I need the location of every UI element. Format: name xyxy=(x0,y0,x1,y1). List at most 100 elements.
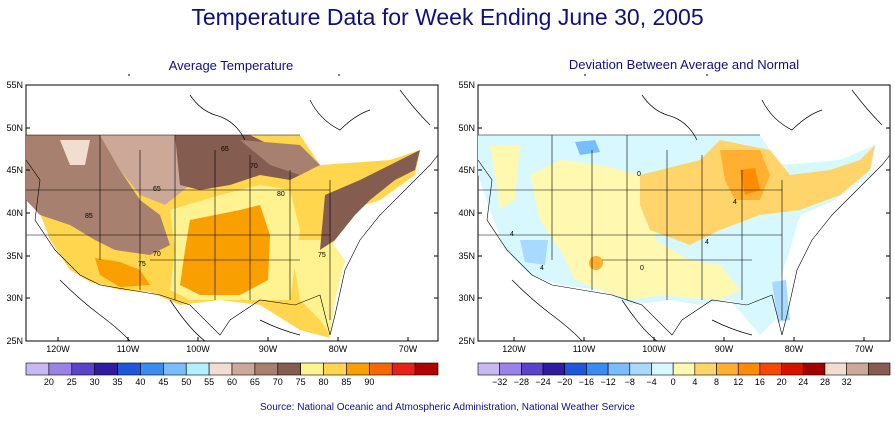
legend-swatch xyxy=(716,362,739,376)
legend-swatch xyxy=(672,362,696,376)
legend-label: 65 xyxy=(250,377,260,387)
legend-swatch xyxy=(323,362,347,376)
legend-swatch xyxy=(651,362,674,376)
region-8-to-12-arizona xyxy=(589,256,603,270)
contour-label: 85 xyxy=(85,213,93,220)
legend-average: 20 25 30 35 40 45 50 55 60 65 70 75 80 85 90 xyxy=(25,362,439,387)
deviation-map: 0 4 4 4 4 0 55N 50N 45N 40N 35N 30N 25N … xyxy=(458,74,891,387)
panel-title-deviation: Deviation Between Average and Normal xyxy=(568,57,800,72)
contour-label: 65 xyxy=(153,186,161,193)
contour-label: 4 xyxy=(540,265,544,272)
y-tick-label: 45N xyxy=(6,165,23,175)
legend-label: 25 xyxy=(67,377,77,387)
y-tick-label: 35N xyxy=(6,251,23,261)
legend-label: 55 xyxy=(204,377,214,387)
legend-label: −8 xyxy=(625,377,635,387)
legend-swatch xyxy=(391,362,416,376)
contour-label: 70 xyxy=(250,163,258,170)
legend-label: 80 xyxy=(319,377,329,387)
legend-label: −28 xyxy=(514,377,529,387)
legend-swatch xyxy=(607,362,631,376)
region-0-to-4-central xyxy=(530,160,740,300)
legend-label: 8 xyxy=(714,377,719,387)
contour-label: 75 xyxy=(138,261,146,268)
legend-swatch xyxy=(781,362,804,376)
legend-label: 85 xyxy=(341,377,351,387)
region-0-to-4-northwest xyxy=(490,145,520,210)
x-tick-label: 100W xyxy=(186,344,210,354)
legend-label: 60 xyxy=(227,377,237,387)
y-tick-label: 40N xyxy=(458,208,475,218)
legend-swatch xyxy=(759,362,782,376)
legend-swatch xyxy=(542,362,566,376)
legend-label: −16 xyxy=(579,377,594,387)
legend-swatch xyxy=(868,362,891,376)
region-neg4-to-neg8-southwest xyxy=(520,240,548,265)
legend-label: 20 xyxy=(777,377,787,387)
legend-label: −24 xyxy=(535,377,550,387)
contour-label: 4 xyxy=(733,199,737,206)
x-tick-label: 100W xyxy=(642,344,666,354)
legend-label: 40 xyxy=(135,377,145,387)
legend-label: 0 xyxy=(671,377,676,387)
region-neg4-florida xyxy=(772,280,790,322)
legend-label: 35 xyxy=(113,377,123,387)
legend-swatch xyxy=(802,362,826,376)
x-tick-label: 80W xyxy=(785,344,804,354)
legend-swatch xyxy=(231,362,256,376)
legend-label: 20 xyxy=(44,377,54,387)
legend-swatch xyxy=(94,362,118,376)
y-tick-label: 40N xyxy=(6,208,23,218)
contour-labels-deviation: 0 4 4 4 4 0 xyxy=(510,171,737,272)
y-tick-label: 25N xyxy=(458,336,475,346)
average-temperature-map: 65 70 65 80 85 70 75 75 55N 50N 45N 40N … xyxy=(6,74,439,387)
legend-swatch xyxy=(521,362,544,376)
legend-label: −4 xyxy=(646,377,656,387)
legend-swatch xyxy=(163,362,187,376)
legend-label: 32 xyxy=(842,377,852,387)
legend-label: −12 xyxy=(600,377,615,387)
legend-label: 50 xyxy=(181,377,191,387)
legend-label: 30 xyxy=(90,377,100,387)
legend-swatch xyxy=(414,362,439,376)
y-tick-label: 30N xyxy=(6,293,23,303)
legend-label: −32 xyxy=(492,377,507,387)
legend-label: 45 xyxy=(158,377,168,387)
legend-swatch xyxy=(499,362,522,376)
y-axis-average: 55N 50N 45N 40N 35N 30N 25N xyxy=(6,80,23,346)
region-75-80-southeast xyxy=(290,240,345,335)
contour-label: 0 xyxy=(637,171,641,178)
contour-label: 0 xyxy=(640,265,644,272)
y-tick-label: 35N xyxy=(458,251,475,261)
legend-swatch xyxy=(737,362,761,376)
legend-label: 75 xyxy=(296,377,306,387)
panel-title-average: Average Temperature xyxy=(168,58,294,73)
contour-labels-average: 65 70 65 80 85 70 75 75 xyxy=(85,146,326,268)
legend-swatch xyxy=(277,362,301,376)
contour-label: 65 xyxy=(221,146,229,153)
y-tick-label: 45N xyxy=(458,165,475,175)
region-65-70-greatlakes xyxy=(240,140,320,175)
y-tick-label: 25N xyxy=(6,336,23,346)
legend-swatch xyxy=(300,362,324,376)
legend-swatch xyxy=(564,362,587,376)
legend-swatch xyxy=(846,362,869,376)
region-70-75-west xyxy=(26,135,170,255)
legend-swatch xyxy=(208,362,233,376)
region-70-75-appalachian xyxy=(320,150,420,250)
legend-deviation: −32 −28 −24 −20 −16 −12 −8 −4 0 4 8 12 16 20 24 28 32 xyxy=(477,362,891,387)
legend-swatch xyxy=(117,362,141,376)
x-tick-label: 80W xyxy=(329,344,348,354)
region-neg8-to-neg12-north xyxy=(575,140,600,155)
y-tick-label: 30N xyxy=(458,293,475,303)
legend-swatch xyxy=(586,362,609,376)
x-axis-average: 120W 110W 100W 90W 80W 70W xyxy=(46,344,418,354)
legend-swatch xyxy=(185,362,210,376)
legend-label: 24 xyxy=(798,377,808,387)
y-axis-deviation: 55N 50N 45N 40N 35N 30N 25N xyxy=(458,80,475,346)
x-tick-label: 70W xyxy=(399,344,418,354)
x-tick-label: 90W xyxy=(715,344,734,354)
contour-label: 75 xyxy=(318,252,326,259)
region-12-to-16 xyxy=(740,168,760,195)
